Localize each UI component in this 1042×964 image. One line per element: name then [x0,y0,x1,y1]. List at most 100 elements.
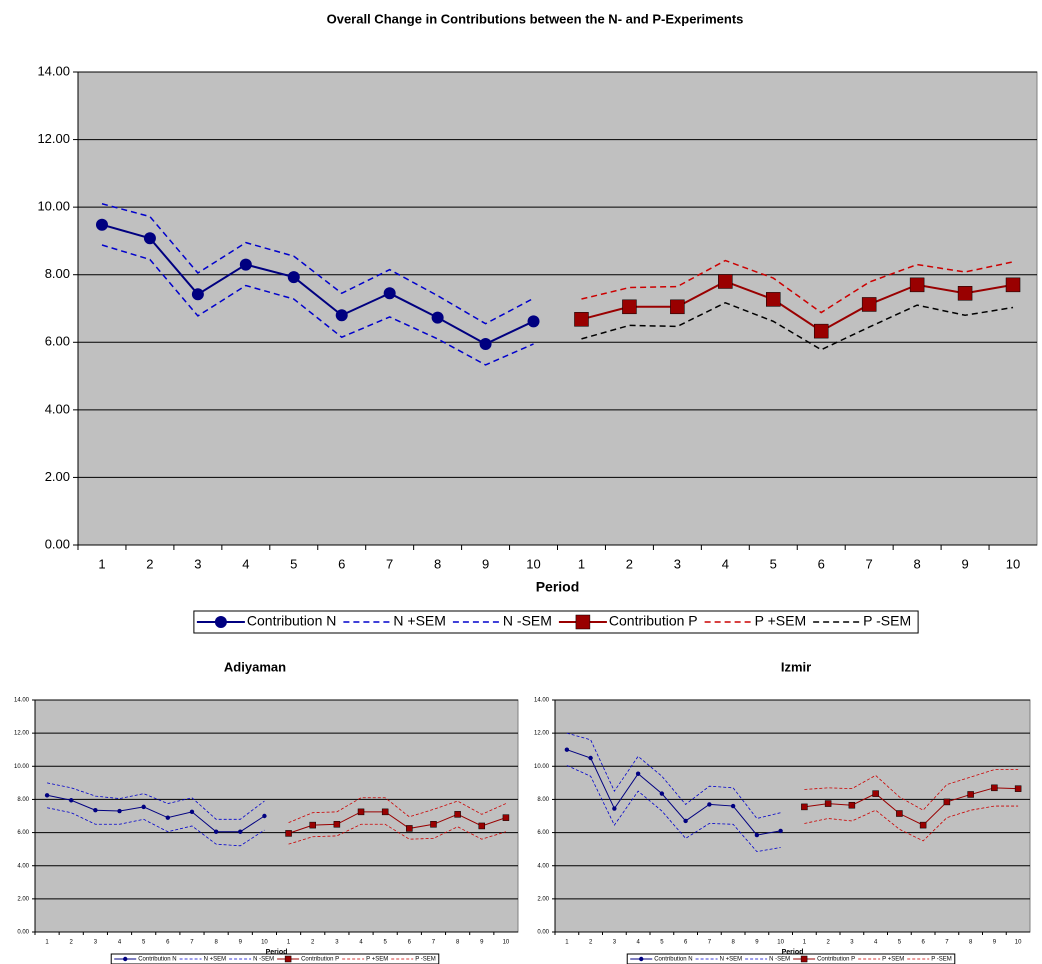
data-point [718,274,733,289]
x-tick-label: 8 [434,556,441,571]
data-point [213,829,219,834]
data-point [431,311,444,324]
x-tick-label: 8 [456,940,460,946]
y-tick-label: 12.00 [534,731,550,737]
series-line [566,765,781,853]
y-tick-label: 0.00 [537,930,549,936]
data-point [285,830,292,837]
data-point [612,806,617,811]
data-point [238,829,243,834]
legend-label: N +SEM [393,613,446,629]
x-tick-label: 10 [1015,940,1022,946]
legend-box [193,610,919,634]
legend-label: P -SEM [931,957,952,963]
data-point [287,271,300,284]
series-line [46,782,265,820]
x-tick-label: 10 [503,940,510,946]
data-point [730,803,736,809]
legend-box [110,953,440,964]
data-point [848,801,856,809]
series-line [101,244,534,366]
x-tick-label: 9 [993,940,997,946]
y-tick-label: 14.00 [37,63,70,78]
x-tick-label: 4 [242,556,249,571]
x-tick-label: 10 [777,940,784,946]
data-point [165,815,171,820]
y-tick-label: 4.00 [45,401,70,416]
legend: Contribution N N +SEM N -SEM Contribution P… [626,953,956,964]
data-point [909,277,925,293]
legend-label: N +SEM [204,957,227,963]
legend-marker [284,955,292,963]
x-tick-label: 5 [290,556,297,571]
x-tick-label: 5 [898,940,902,946]
series-line [101,223,534,346]
data-point [801,803,808,811]
x-tick-label: 3 [194,556,201,571]
data-point [872,790,879,797]
data-point [622,299,637,315]
data-point [69,798,74,803]
legend-label: Contribution P [301,957,339,963]
data-point [957,286,973,301]
x-tick-label: 8 [914,556,921,571]
x-tick-label: 9 [239,940,243,946]
legend-label: P -SEM [863,613,911,629]
chart-title: Overall Change in Contributions between … [327,11,744,26]
x-tick-label: 2 [589,940,593,946]
x-tick-label: 10 [526,556,540,571]
chart: Adiyaman0.002.004.006.008.0010.0012.0014… [14,659,519,964]
data-point [1014,785,1022,792]
x-tick-label: 7 [945,940,949,946]
legend: Contribution N N +SEM N -SEM Contribution P… [110,953,440,964]
x-tick-label: 8 [214,940,218,946]
y-tick-label: 8.00 [17,797,29,803]
data-point [824,800,832,807]
series-line [804,805,1019,842]
x-tick-label: 1 [565,940,569,946]
legend-label: Contribution N [654,957,692,963]
data-point [335,309,348,322]
series-line [804,787,1019,826]
series-line [804,769,1019,811]
y-tick-label: 4.00 [17,863,29,869]
data-point [189,809,195,815]
x-tick-label: 2 [311,940,315,946]
y-tick-label: 10.00 [37,199,70,214]
x-tick-label: 6 [684,940,688,946]
data-point [861,297,877,312]
legend-label: P +SEM [366,957,388,963]
data-point [357,808,365,816]
data-point [1005,277,1021,293]
x-tick-label: 1 [578,556,585,571]
y-tick-label: 6.00 [45,334,70,349]
x-tick-label: 7 [432,940,436,946]
y-tick-label: 6.00 [17,830,29,836]
data-point [896,810,903,817]
legend-label: Contribution N [138,957,176,963]
x-tick-label: 3 [335,940,339,946]
data-point [527,315,540,328]
plot-area [34,699,519,933]
x-tick-label: 4 [359,940,363,946]
legend-label: P -SEM [415,957,436,963]
data-point [502,814,510,821]
data-point [778,828,783,834]
legend-box [626,953,956,964]
y-tick-label: 2.00 [45,469,70,484]
data-point [635,771,641,776]
x-tick-label: 7 [190,940,194,946]
x-tick-label: 7 [386,556,393,571]
data-point [754,832,760,838]
x-tick-label: 4 [636,940,640,946]
data-point [117,808,122,814]
data-point [430,821,437,828]
x-axis-label: Period [782,949,804,956]
y-tick-label: 12.00 [14,731,30,737]
series-line [101,203,534,325]
series-line [566,749,781,836]
legend-label: N +SEM [720,957,743,963]
legend: Contribution N N +SEM N -SEM Contribution P… [193,610,919,634]
x-tick-label: 1 [803,940,807,946]
x-tick-label: 3 [613,940,617,946]
